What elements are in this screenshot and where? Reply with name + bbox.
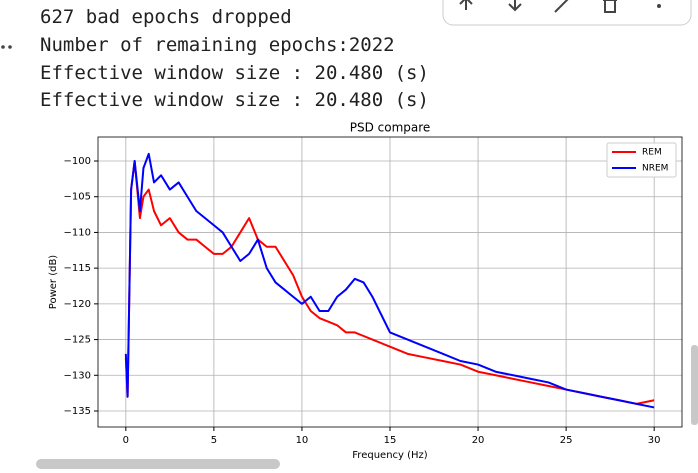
more-button[interactable] [657, 4, 661, 8]
cell-toolbar [442, 0, 692, 26]
x-tick-label: 0 [123, 435, 129, 446]
v-scrollbar[interactable] [691, 345, 698, 425]
line-series [124, 152, 655, 409]
x-tick-label: 30 [648, 435, 661, 446]
y-tick-label: −100 [64, 156, 91, 167]
move-up-button[interactable] [459, 0, 473, 10]
x-tick-label: 15 [384, 435, 397, 446]
legend-label: REM [642, 148, 662, 158]
edit-button[interactable] [554, 0, 570, 13]
chart-title: PSD compare [350, 121, 431, 135]
y-tick-label: −115 [64, 263, 91, 274]
legend-label: NREM [642, 164, 668, 174]
plot-frame [97, 136, 683, 428]
x-axis-label: Frequency (Hz) [352, 450, 428, 461]
y-tick-label: −120 [64, 299, 91, 310]
y-tick-label: −110 [64, 227, 91, 238]
y-tick-label: −105 [64, 192, 91, 203]
y-tick-label: −135 [64, 406, 91, 417]
bullet [8, 45, 12, 49]
line-series [124, 160, 655, 405]
y-tick-label: −125 [64, 335, 91, 346]
y-axis-label: Power (dB) [48, 255, 59, 310]
output-line: Number of remaining epochs:2022 [40, 34, 395, 56]
x-tick-label: 20 [472, 435, 485, 446]
bullet [1, 45, 5, 49]
output-line: Effective window size : 20.480 (s) [40, 89, 429, 111]
y-tick-label: −130 [64, 370, 91, 381]
x-tick-label: 25 [560, 435, 573, 446]
output-line: Effective window size : 20.480 (s) [40, 62, 429, 84]
x-tick-label: 5 [211, 435, 217, 446]
delete-button[interactable] [603, 0, 617, 13]
move-down-button[interactable] [508, 0, 522, 12]
output-line: 627 bad epochs dropped [40, 6, 292, 28]
x-tick-label: 10 [296, 435, 309, 446]
h-scrollbar[interactable] [36, 459, 280, 469]
